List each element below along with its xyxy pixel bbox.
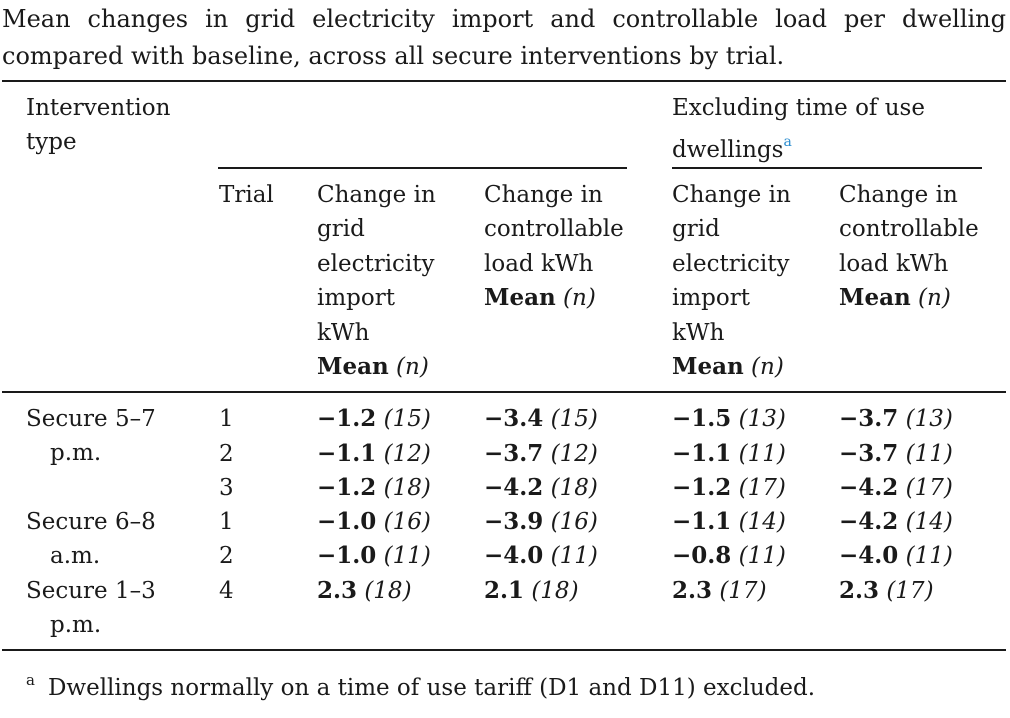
header-mean: Mean bbox=[839, 284, 911, 312]
header-mean: Mean bbox=[317, 353, 389, 381]
group-rule-right bbox=[672, 167, 982, 169]
header-import: Change in grid electricity import kWh Me… bbox=[317, 178, 447, 384]
top-rule bbox=[2, 80, 1006, 82]
header-load-label: Change in controllable load kWh bbox=[484, 182, 624, 277]
header-mean: Mean bbox=[484, 284, 556, 312]
ex-load-cell: −4.0 (11) bbox=[839, 542, 953, 569]
header-mean: Mean bbox=[672, 353, 744, 381]
trial-cell: 2 bbox=[219, 543, 234, 569]
trial-cell: 4 bbox=[219, 578, 234, 604]
load-cell: −3.7 (12) bbox=[484, 440, 598, 467]
ex-load-cell: −3.7 (11) bbox=[839, 440, 953, 467]
ex-import-cell: −1.5 (13) bbox=[672, 405, 786, 432]
import-cell: −1.0 (11) bbox=[317, 542, 431, 569]
group-rule-left bbox=[218, 167, 627, 169]
ex-import-cell: −1.1 (14) bbox=[672, 508, 786, 535]
import-cell: −1.0 (16) bbox=[317, 508, 431, 535]
ex-import-cell: −1.2 (17) bbox=[672, 474, 786, 501]
header-import-label: Change in grid electricity import kWh bbox=[317, 182, 436, 346]
header-rule bbox=[2, 391, 1006, 393]
header-n: (n) bbox=[396, 354, 429, 381]
header-ex-import: Change in grid electricity import kWh Me… bbox=[672, 178, 802, 384]
table-caption: Mean changes in grid electricity import … bbox=[2, 5, 1006, 70]
trial-cell: 1 bbox=[219, 509, 234, 535]
header-trial: Trial bbox=[219, 182, 274, 208]
load-cell: 2.1 (18) bbox=[484, 577, 579, 604]
header-n: (n) bbox=[918, 285, 951, 312]
ex-load-cell: −4.2 (14) bbox=[839, 508, 953, 535]
load-cell: −3.4 (15) bbox=[484, 405, 598, 432]
header-ex-load-label: Change in controllable load kWh bbox=[839, 182, 979, 277]
ex-load-cell: −3.7 (13) bbox=[839, 405, 953, 432]
load-cell: −4.0 (11) bbox=[484, 542, 598, 569]
footnote: a Dwellings normally on a time of use tar… bbox=[26, 663, 815, 705]
header-n: (n) bbox=[751, 354, 784, 381]
import-cell: −1.2 (18) bbox=[317, 474, 431, 501]
ex-load-cell: 2.3 (17) bbox=[839, 577, 934, 604]
load-cell: −3.9 (16) bbox=[484, 508, 598, 535]
intervention-label: Secure 5–7 p.m. bbox=[26, 406, 156, 467]
intervention-label: Secure 1–3 p.m. bbox=[26, 578, 156, 639]
header-ex-load: Change in controllable load kWh Mean (n) bbox=[839, 178, 989, 316]
ex-import-cell: −0.8 (11) bbox=[672, 542, 786, 569]
footnote-text: Dwellings normally on a time of use tari… bbox=[47, 675, 816, 701]
header-excluding-label: Excluding time of use dwellings bbox=[672, 95, 925, 164]
bottom-rule bbox=[2, 649, 1006, 651]
import-cell: −1.2 (15) bbox=[317, 405, 431, 432]
header-n: (n) bbox=[563, 285, 596, 312]
import-cell: −1.1 (12) bbox=[317, 440, 431, 467]
trial-cell: 3 bbox=[219, 475, 234, 501]
header-ex-import-label: Change in grid electricity import kWh bbox=[672, 182, 791, 346]
header-load: Change in controllable load kWh Mean (n) bbox=[484, 178, 634, 316]
ex-load-cell: −4.2 (17) bbox=[839, 474, 953, 501]
header-excluding-group: Excluding time of use dwellingsa bbox=[672, 91, 942, 168]
ex-import-cell: −1.1 (11) bbox=[672, 440, 786, 467]
footnote-mark: a bbox=[26, 671, 35, 689]
footnote-link[interactable]: a bbox=[783, 134, 792, 151]
import-cell: 2.3 (18) bbox=[317, 577, 412, 604]
trial-cell: 2 bbox=[219, 441, 234, 467]
ex-import-cell: 2.3 (17) bbox=[672, 577, 767, 604]
header-intervention-type: Intervention type bbox=[26, 95, 171, 156]
trial-cell: 1 bbox=[219, 406, 234, 432]
intervention-label: Secure 6–8 a.m. bbox=[26, 509, 156, 570]
load-cell: −4.2 (18) bbox=[484, 474, 598, 501]
